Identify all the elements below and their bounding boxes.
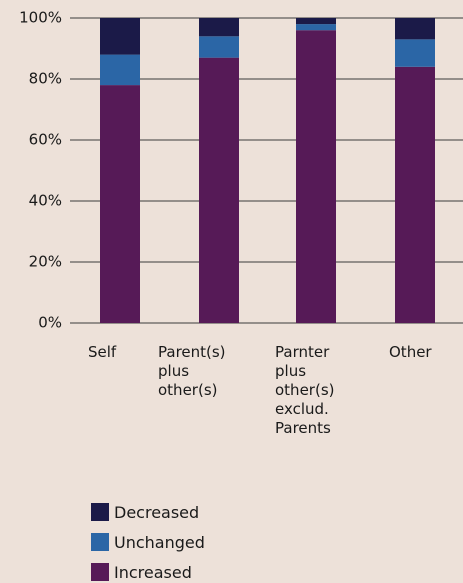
legend-item: Increased bbox=[91, 563, 192, 583]
bar-segment bbox=[199, 57, 239, 324]
legend-label: Unchanged bbox=[114, 533, 205, 552]
bar-segment bbox=[100, 54, 140, 86]
legend-item: Unchanged bbox=[91, 533, 205, 553]
bar-segment bbox=[296, 30, 336, 323]
y-tick-label: 80% bbox=[29, 70, 62, 88]
legend-swatch bbox=[91, 503, 109, 521]
x-tick-label: Parent(s) plus other(s) bbox=[158, 343, 226, 399]
y-tick-label: 40% bbox=[29, 192, 62, 210]
bar-segment bbox=[395, 18, 435, 40]
y-tick-label: 60% bbox=[29, 131, 62, 149]
legend-item: Decreased bbox=[91, 503, 199, 523]
bar-segment bbox=[395, 39, 435, 67]
bar-segment bbox=[199, 18, 239, 37]
x-tick-label: Self bbox=[88, 343, 117, 361]
bar-segment bbox=[395, 66, 435, 324]
bar-segment bbox=[100, 85, 140, 323]
bar-segment bbox=[199, 36, 239, 58]
y-tick-label: 20% bbox=[29, 253, 62, 271]
bar-segment bbox=[296, 18, 336, 25]
y-tick-label: 0% bbox=[38, 314, 62, 332]
legend-label: Increased bbox=[114, 563, 192, 582]
bar-segment bbox=[100, 18, 140, 55]
x-tick-label: Other bbox=[389, 343, 432, 361]
legend-swatch bbox=[91, 563, 109, 581]
legend-swatch bbox=[91, 533, 109, 551]
legend-label: Decreased bbox=[114, 503, 200, 522]
bar-segment bbox=[296, 24, 336, 31]
x-tick-label: Parnter plus other(s) exclud. Parents bbox=[275, 343, 335, 437]
y-tick-label: 100% bbox=[19, 9, 62, 27]
